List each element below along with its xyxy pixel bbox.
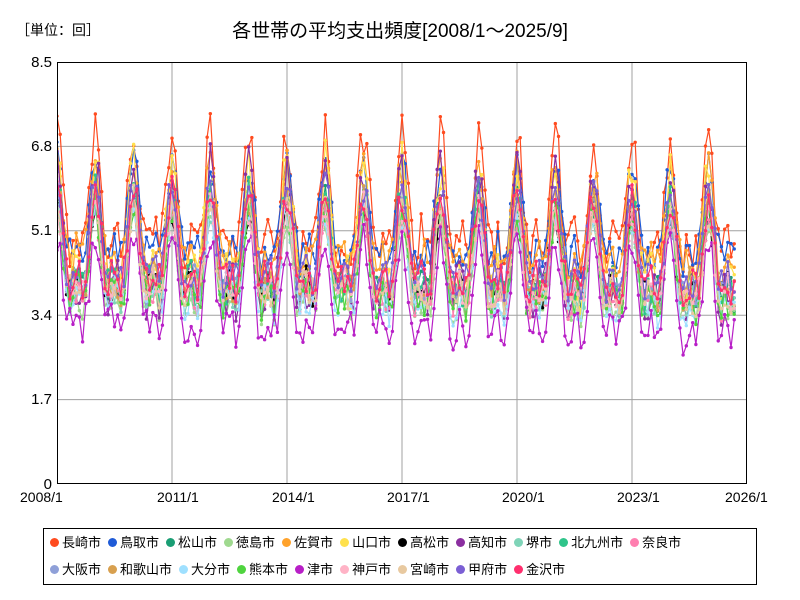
legend-item[interactable]: 徳島市 [224,536,275,549]
legend-label: 甲府市 [468,562,508,577]
y-tick-label-6.8: 6.8 [31,138,52,155]
legend-item[interactable]: 堺市 [514,536,552,549]
legend-label: 松山市 [178,535,218,550]
x-tick-label-2011: 2011/1 [157,489,199,505]
legend-item[interactable]: 神戸市 [340,563,391,576]
legend-label: 津市 [307,562,334,577]
x-tick-label-2026: 2026/1 [725,489,768,505]
legend-marker-icon [514,538,524,547]
legend-item[interactable]: 甲府市 [456,563,507,576]
plot-border [57,62,747,484]
legend-item[interactable]: 山口市 [340,536,391,549]
chart-legend: 長崎市 鳥取市 松山市 徳島市 佐賀市 山口市 高松市 高知市 堺市 北九州市 奈良市 大阪市 和歌山… [43,528,757,585]
legend-marker-icon [514,565,524,574]
legend-marker-icon [340,538,350,547]
legend-marker-icon [179,565,189,574]
legend-label: 長崎市 [62,535,102,550]
legend-item[interactable]: 高知市 [456,536,507,549]
legend-label: 熊本市 [249,562,289,577]
legend-label: 堺市 [526,535,553,550]
legend-item[interactable]: 松山市 [166,536,217,549]
x-tick-label-2014: 2014/1 [272,489,315,505]
legend-label: 和歌山市 [120,562,173,577]
legend-marker-icon [108,538,118,547]
chart-title: 各世帯の平均支出頻度[2008/1〜2025/9] [232,21,568,42]
legend-label: 大阪市 [62,562,102,577]
legend-marker-icon [340,565,350,574]
legend-item[interactable]: 鳥取市 [108,536,159,549]
x-tick-label-2008: 2008/1 [20,489,63,505]
legend-row-1: 長崎市 鳥取市 松山市 徳島市 佐賀市 山口市 高松市 高知市 堺市 北九州市 奈良市 [44,529,756,556]
y-tick-label-5.1: 5.1 [31,222,52,239]
legend-label: 奈良市 [642,535,682,550]
legend-marker-icon [398,538,408,547]
y-tick-label-1.7: 1.7 [31,391,52,408]
legend-label: 大分市 [191,562,231,577]
legend-item[interactable]: 津市 [295,563,333,576]
series-甲府市 [57,170,736,304]
legend-label: 高知市 [468,535,508,550]
legend-item[interactable]: 北九州市 [559,536,623,549]
legend-item[interactable]: 金沢市 [514,563,565,576]
legend-marker-icon [295,565,305,574]
y-tick-label-8.5: 8.5 [31,54,52,71]
x-tick-label-2020: 2020/1 [502,489,545,505]
legend-marker-icon [166,538,176,547]
legend-item[interactable]: 宮崎市 [398,563,449,576]
legend-label: 宮崎市 [410,562,450,577]
unit-label: ［単位：回］ [16,22,100,38]
legend-marker-icon [559,538,569,547]
legend-item[interactable]: 高松市 [398,536,449,549]
legend-marker-icon [398,565,408,574]
legend-label: 佐賀市 [294,535,334,550]
legend-marker-icon [50,565,59,574]
legend-item[interactable]: 長崎市 [50,536,101,549]
legend-item[interactable]: 大阪市 [50,563,101,576]
legend-item[interactable]: 奈良市 [630,536,681,549]
legend-label: 徳島市 [236,535,276,550]
legend-label: 高松市 [410,535,450,550]
plot-svg [57,62,747,484]
legend-label: 神戸市 [352,562,392,577]
legend-item[interactable]: 和歌山市 [108,563,172,576]
legend-label: 北九州市 [571,535,624,550]
legend-marker-icon [456,538,466,547]
legend-label: 金沢市 [526,562,566,577]
legend-label: 鳥取市 [120,535,160,550]
legend-marker-icon [456,565,466,574]
x-tick-label-2017: 2017/1 [387,489,430,505]
plot-area [57,62,747,484]
legend-marker-icon [50,538,59,547]
legend-marker-icon [282,538,292,547]
series-金沢市 [57,174,736,307]
legend-marker-icon [630,538,640,547]
legend-label: 山口市 [352,535,392,550]
legend-item[interactable]: 大分市 [179,563,230,576]
x-tick-label-2023: 2023/1 [617,489,660,505]
legend-item[interactable]: 佐賀市 [282,536,333,549]
y-tick-label-3.4: 3.4 [31,307,52,324]
series-津市 [57,222,736,357]
legend-marker-icon [224,538,234,547]
y-tick-label-0: 0 [43,476,52,493]
legend-row-2: 大阪市 和歌山市 大分市 熊本市 津市 神戸市 宮崎市 甲府市 金沢市 [44,556,756,583]
legend-item[interactable]: 熊本市 [237,563,288,576]
legend-marker-icon [108,565,118,574]
legend-marker-icon [237,565,247,574]
